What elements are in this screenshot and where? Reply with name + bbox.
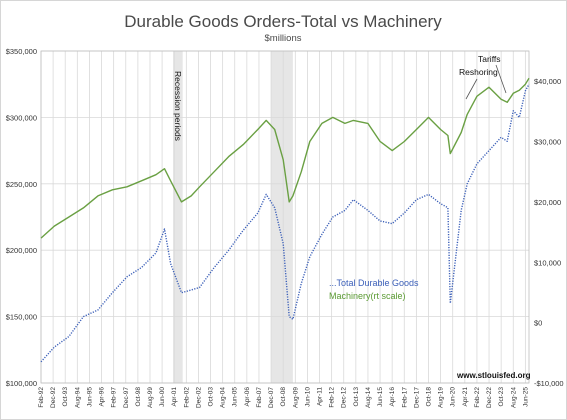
x-tick-label: Apr-06: [244, 387, 251, 407]
x-tick-label: Jun-15: [377, 387, 384, 407]
x-tick-label: Aug-14: [365, 387, 372, 408]
x-tick-label: Aug-09: [292, 387, 299, 408]
x-tick-label: Aug-94: [74, 387, 81, 408]
left-tick-label: $150,000: [6, 313, 37, 322]
recession-band-1: [172, 51, 183, 383]
x-tick-label: Feb-17: [401, 387, 408, 408]
x-tick-label: Jun-95: [86, 387, 93, 407]
right-tick-label: $10,000: [534, 258, 561, 267]
x-tick-label: Feb-97: [111, 387, 118, 408]
plot-border: [40, 50, 530, 384]
x-tick-label: Apr-01: [171, 387, 178, 407]
x-tick-label: Jun-05: [232, 387, 239, 407]
x-tick-label: Oct-18: [425, 387, 432, 407]
x-tick-label: Dec-97: [123, 387, 130, 408]
legend-total-durable-goods: ...Total Durable Goods: [329, 278, 419, 288]
x-tick-label: Dec-07: [268, 387, 275, 408]
left-tick-label: $250,000: [6, 180, 37, 189]
x-tick-label: Apr-21: [462, 387, 469, 407]
x-tick-label: Feb-07: [256, 387, 263, 408]
x-tick-label: Apr-11: [317, 387, 324, 406]
recession-bands: [172, 51, 293, 383]
x-tick-label: Dec-22: [486, 387, 493, 408]
x-tick-label: Feb-02: [183, 387, 190, 408]
x-tick-label: Jun-10: [304, 387, 311, 407]
x-tick-label: Apr-96: [99, 387, 106, 407]
chart-title: Durable Goods Orders-Total vs Machinery: [124, 12, 442, 31]
left-tick-label: $200,000: [6, 246, 37, 255]
x-tick-label: Aug-99: [147, 387, 154, 408]
series-lines: [40, 77, 530, 363]
right-tick-label: -$10,000: [534, 379, 564, 388]
left-tick-label: $350,000: [6, 47, 37, 56]
x-tick-label: Aug-19: [438, 387, 445, 408]
x-tick-label: Feb-22: [474, 387, 481, 408]
x-tick-label: Dec-02: [195, 387, 202, 408]
source-label: www.stlouisfed.org: [456, 371, 531, 380]
x-tick-label: Oct-98: [135, 387, 142, 407]
x-tick-label: Oct-23: [498, 387, 505, 407]
reshoring-label: Reshoring: [459, 67, 498, 77]
x-tick-label: Jun-20: [450, 387, 457, 407]
x-tick-label: Feb-12: [329, 387, 336, 408]
left-tick-label: $100,000: [6, 379, 37, 388]
series-line-machinery: [40, 77, 530, 239]
x-tick-label: Oct-93: [62, 387, 69, 407]
right-tick-label: $40,000: [534, 77, 561, 86]
x-tick-label: Oct-13: [353, 387, 360, 407]
left-tick-label: $300,000: [6, 113, 37, 122]
x-tick-label: Dec-12: [341, 387, 348, 408]
gridlines: [40, 50, 530, 384]
x-tick-label: Dec-92: [50, 387, 57, 408]
recession-band-2: [271, 51, 293, 383]
right-axis-ticks: -$10,000 $0 $10,000 $20,000 $30,000 $40,000: [534, 77, 564, 388]
tariffs-label: Tariffs: [478, 54, 501, 64]
chart-subtitle: $millions: [265, 33, 302, 44]
right-tick-label: $0: [534, 319, 542, 328]
right-tick-label: $30,000: [534, 138, 561, 147]
x-tick-label: Jun-25: [522, 387, 529, 407]
x-axis-ticks: Feb-92 Dec-92 Oct-93 Aug-94 Jun-95 Apr-96 Feb-…: [38, 387, 529, 408]
x-tick-label: Oct-08: [280, 387, 287, 407]
x-tick-label: Aug-24: [510, 387, 517, 408]
legend-machinery: Machinery(rt scale): [329, 291, 406, 301]
x-tick-label: Aug-04: [220, 387, 227, 408]
x-tick-label: Feb-92: [38, 387, 45, 408]
x-tick-label: Oct-03: [208, 387, 215, 407]
recession-label: Recession periods: [173, 71, 183, 141]
right-tick-label: $20,000: [534, 198, 561, 207]
reshoring-arrow: [465, 78, 478, 100]
x-tick-label: Jun-00: [159, 387, 166, 407]
series-line-total-durable-goods: [40, 83, 530, 363]
x-tick-label: Dec-17: [413, 387, 420, 408]
left-axis-ticks: $100,000 $150,000 $200,000 $250,000 $300,000…: [6, 47, 37, 388]
x-tick-label: Apr-16: [389, 387, 396, 407]
tariffs-arrow: [495, 64, 507, 94]
